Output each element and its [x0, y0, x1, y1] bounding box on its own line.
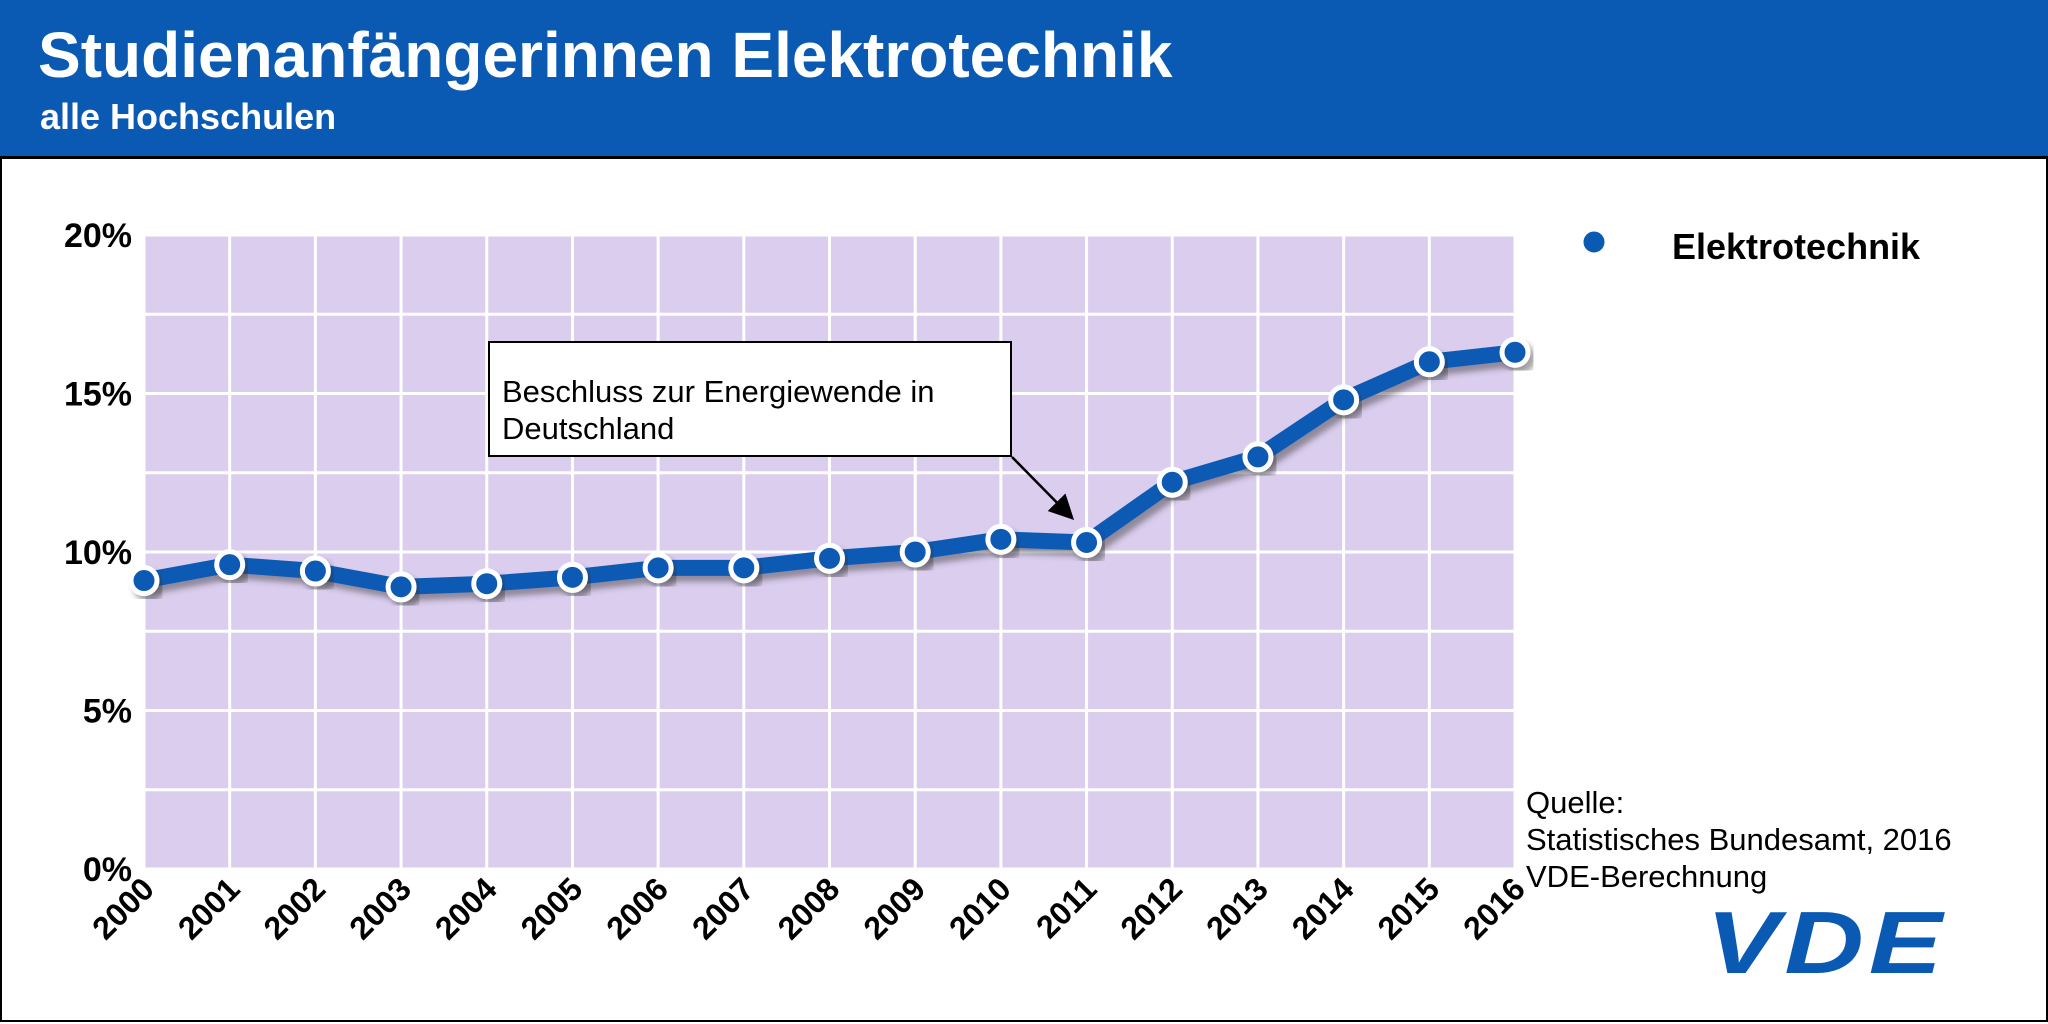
legend-marker: [1578, 226, 1610, 258]
data-point: [214, 549, 246, 581]
x-tick-label: 2006: [599, 870, 675, 946]
chart-subtitle: alle Hochschulen: [40, 96, 337, 137]
x-tick-label: 2009: [856, 870, 932, 946]
data-point: [985, 523, 1017, 555]
x-tick-label: 2003: [342, 870, 418, 946]
y-tick-label: 5%: [83, 693, 132, 731]
y-tick-label: 20%: [64, 217, 132, 255]
annotation-box: Beschluss zur Energiewende in Deutschlan…: [488, 341, 1012, 457]
chart-title: Studienanfängerinnen Elektrotechnik: [38, 19, 1173, 91]
data-point: [814, 542, 845, 574]
x-tick-label: 2008: [771, 870, 847, 946]
legend-label: Elektrotechnik: [1672, 226, 1921, 267]
x-tick-label: 2015: [1370, 870, 1446, 946]
data-point: [642, 552, 674, 584]
y-tick-label: 15%: [64, 376, 132, 414]
data-point: [1071, 526, 1103, 558]
x-tick-label: 2013: [1199, 870, 1275, 946]
chart-frame: [0, 159, 2048, 1022]
x-tick-label: 2002: [257, 870, 333, 946]
header-banner: Studienanfängerinnen Elektrotechnik alle…: [0, 0, 2048, 159]
x-tick-label: 2011: [1029, 870, 1104, 945]
data-point: [385, 571, 417, 603]
data-point: [471, 568, 503, 600]
source-line: VDE-Berechnung: [1526, 859, 1768, 894]
x-tick-label: 2005: [514, 870, 590, 946]
data-point: [1156, 466, 1188, 498]
data-point: [128, 565, 160, 597]
x-tick-label: 2004: [428, 870, 504, 946]
data-point: [1328, 384, 1360, 416]
data-point: [899, 536, 931, 568]
annotation-arrow: [1011, 456, 1075, 521]
x-tick-label: 2010: [942, 870, 1018, 946]
source-note: Quelle: Statistisches Bundesamt, 2016 VD…: [1526, 784, 1952, 895]
data-point: [556, 561, 588, 593]
vde-logo: VDE: [1706, 893, 1948, 992]
source-line: Quelle:: [1526, 785, 1625, 820]
x-tick-label: 2016: [1456, 870, 1532, 946]
data-point: [1499, 336, 1531, 368]
y-tick-label: 10%: [64, 534, 132, 572]
data-point: [1413, 346, 1445, 378]
y-tick-label: 0%: [83, 851, 132, 889]
x-tick-label: 2007: [685, 870, 761, 946]
data-point: [299, 555, 331, 587]
x-tick-label: 2014: [1285, 870, 1361, 946]
x-tick-label: 2001: [171, 870, 247, 946]
source-line: Statistisches Bundesamt, 2016: [1526, 822, 1952, 857]
data-point: [1242, 441, 1274, 473]
x-tick-label: 2012: [1113, 870, 1189, 946]
data-point: [728, 552, 760, 584]
